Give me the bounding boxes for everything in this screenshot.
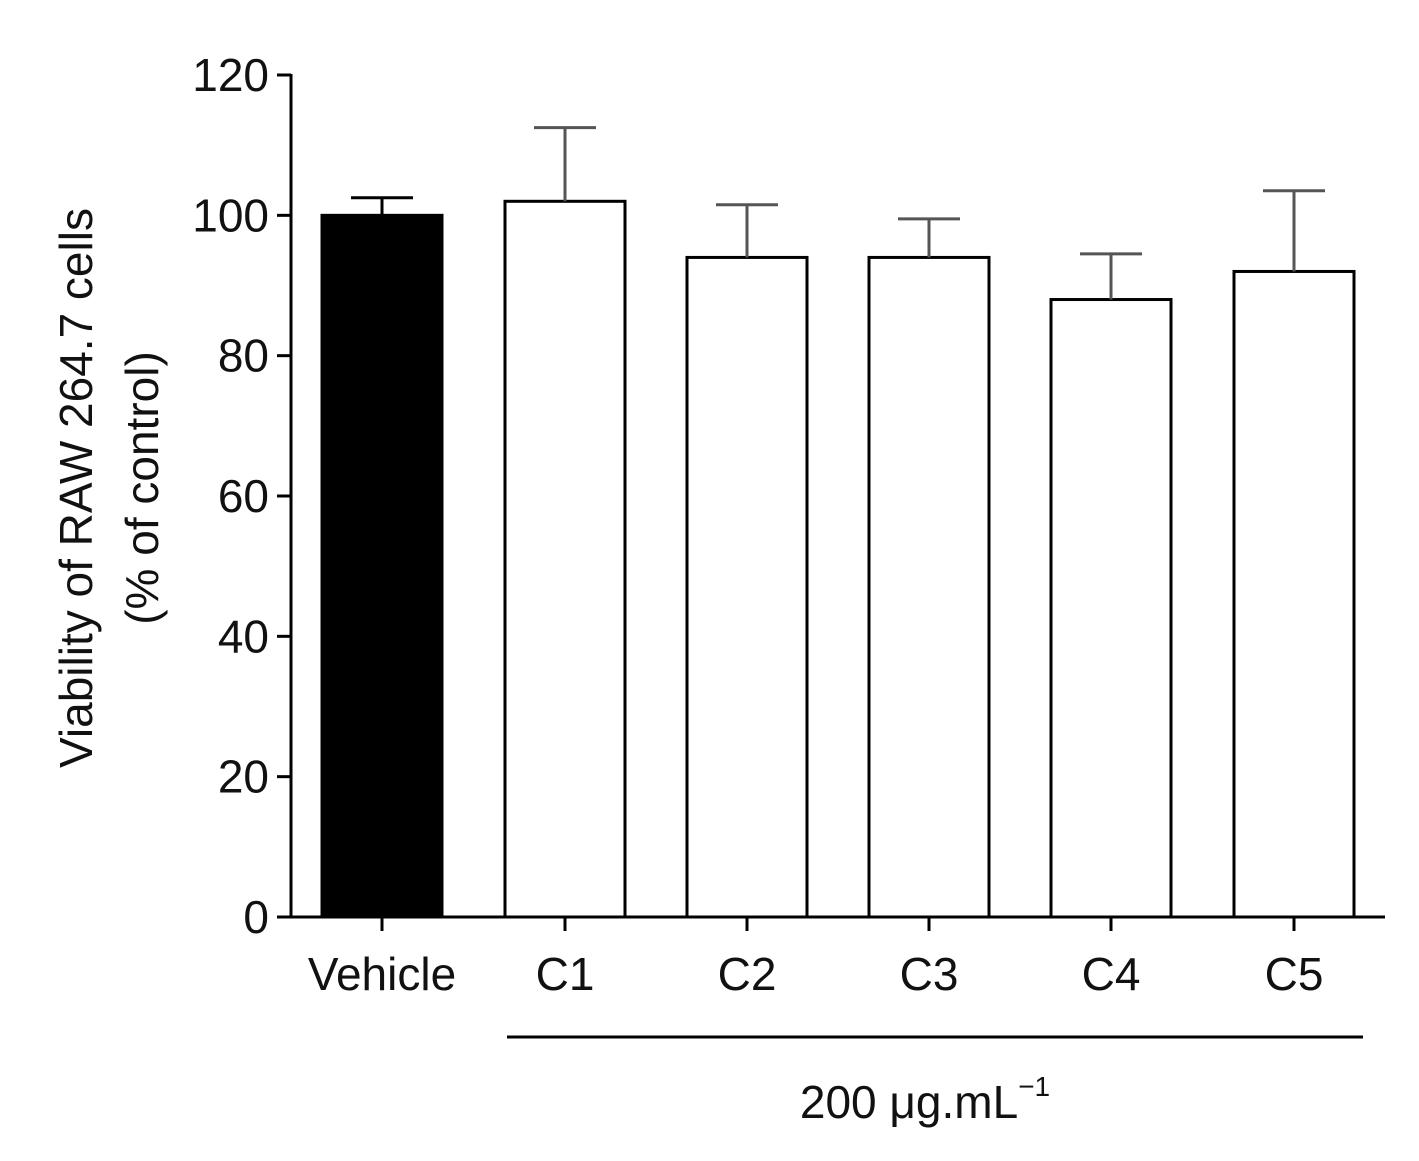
y-axis-title-line2: (% of control) [116,351,168,625]
y-tick-label: 0 [243,891,269,943]
y-tick-label: 60 [218,470,269,522]
bar [503,199,627,919]
x-tick-label: C5 [1265,948,1324,1000]
y-tick-label: 80 [218,330,269,382]
bars [320,199,1356,919]
bar [320,213,444,919]
x-tick-label: Vehicle [308,948,456,1000]
group-label: 200 μg.mL−1 [800,1071,1050,1128]
x-tick-label: C2 [718,948,777,1000]
y-tick-label: 40 [218,610,269,662]
labels: 0 20 40 60 80 100 120 Vehicle C1 C2 C3 C4 C5 [192,49,1323,1000]
bar [1049,298,1173,919]
bar [685,255,809,919]
y-tick-label: 100 [192,189,269,241]
bar [1232,269,1356,919]
y-tick-label: 120 [192,49,269,101]
y-axis-title-line1: Viability of RAW 264.7 cells [50,208,102,768]
x-tick-label: C1 [536,948,595,1000]
x-tick-label: C3 [900,948,959,1000]
x-tick-label: C4 [1082,948,1141,1000]
group-label-superscript: −1 [1018,1071,1050,1102]
error-bars [351,126,1325,300]
y-tick-label: 20 [218,751,269,803]
bar [867,255,991,919]
axes [277,73,1385,931]
group-label-main: 200 μg.mL [800,1076,1018,1128]
